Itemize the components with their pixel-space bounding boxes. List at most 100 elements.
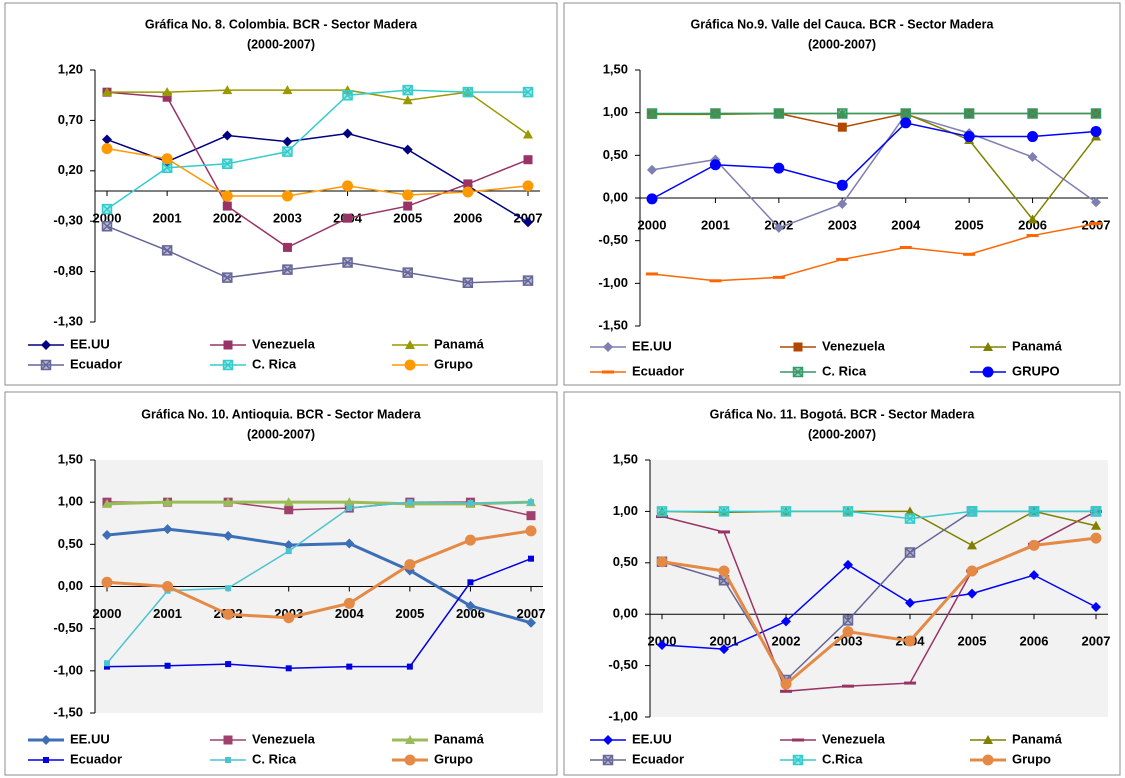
series-line: [661, 536, 1097, 687]
legend-marker: [40, 359, 52, 371]
data-point: [1027, 131, 1039, 143]
y-tick-label: -1,30: [53, 313, 83, 328]
y-tick-label: 1,50: [603, 61, 628, 76]
data-point: [1026, 234, 1039, 238]
data-point: [283, 540, 294, 551]
data-point: [1090, 108, 1102, 119]
data-point: [647, 164, 657, 175]
data-point: [646, 272, 658, 276]
legend-label: C. Rica: [822, 363, 867, 378]
data-point: [718, 530, 730, 534]
data-point: [963, 131, 975, 143]
series-line: [661, 563, 1097, 650]
data-point: [836, 257, 849, 261]
data-point: [164, 662, 171, 669]
legend-marker: [225, 757, 231, 763]
data-point: [1091, 602, 1101, 613]
data-point: [402, 95, 413, 105]
legend-label: Venezuela: [252, 336, 316, 351]
data-point: [837, 198, 848, 209]
data-point: [842, 615, 854, 626]
data-point: [525, 525, 537, 537]
data-point: [284, 505, 294, 515]
plot-area: [95, 70, 540, 322]
data-point: [462, 86, 474, 98]
y-tick-label: 0,00: [613, 606, 638, 621]
x-tick-label: 2005: [958, 634, 987, 649]
data-point: [905, 506, 915, 516]
series-line: [106, 147, 529, 197]
chart-title: Gráfica No. 11. Bogotá. BCR - Sector Mad…: [710, 407, 976, 421]
data-point: [343, 597, 355, 609]
data-point: [1090, 532, 1102, 544]
data-point: [465, 600, 476, 611]
data-point: [718, 565, 730, 577]
data-point: [104, 663, 110, 670]
data-point: [104, 660, 110, 667]
legend-marker: [404, 359, 416, 371]
data-point: [773, 162, 785, 174]
data-point: [528, 499, 534, 506]
data-point: [1027, 152, 1038, 163]
x-tick-label: 2003: [828, 217, 857, 232]
y-tick-label: 1,00: [603, 104, 628, 119]
data-point: [842, 626, 854, 638]
legend-label: EE.UU: [70, 731, 110, 746]
data-point: [223, 497, 234, 507]
data-point: [404, 559, 416, 571]
data-point: [222, 201, 232, 211]
legend-marker: [982, 366, 994, 378]
chart-panel: Gráfica No. 11. Bogotá. BCR - Sector Mad…: [563, 391, 1121, 776]
data-point: [283, 612, 295, 624]
data-point: [963, 108, 975, 119]
data-point: [467, 500, 474, 507]
chart-subtitle: (2000-2007): [808, 427, 876, 441]
legend-label: C. Rica: [252, 751, 297, 766]
legend-label: Panamá: [1012, 338, 1063, 353]
data-point: [1027, 108, 1038, 119]
data-point: [904, 547, 916, 558]
x-tick-label: 2001: [710, 634, 739, 649]
x-tick-label: 2006: [456, 606, 485, 621]
data-point: [281, 190, 293, 202]
data-point: [467, 579, 474, 586]
data-point: [344, 538, 355, 549]
data-point: [402, 267, 413, 278]
x-tick-label: 2001: [153, 606, 182, 621]
data-point: [899, 245, 912, 249]
data-point: [780, 506, 792, 517]
legend-marker: [405, 340, 415, 349]
x-tick-label: 2000: [638, 217, 667, 232]
legend-label: Ecuador: [70, 751, 122, 766]
data-point: [837, 108, 848, 119]
data-point: [161, 153, 173, 165]
data-point: [346, 663, 353, 670]
data-point: [342, 257, 353, 268]
data-point: [282, 146, 293, 157]
y-tick-label: 0,50: [603, 147, 628, 162]
legend-label: EE.UU: [632, 338, 672, 353]
data-point: [102, 87, 112, 97]
legend-label: Panamá: [434, 731, 485, 746]
data-point: [1027, 214, 1038, 224]
legend-label: C.Rica: [822, 751, 863, 766]
y-tick-label: 0,20: [58, 162, 83, 177]
legend-marker: [223, 340, 233, 350]
chart-panel: Gráfica No. 8. Colombia. BCR - Sector Ma…: [4, 2, 558, 386]
legend-marker: [983, 342, 993, 351]
legend-label: Panamá: [434, 336, 485, 351]
series-line: [651, 122, 1097, 200]
data-point: [343, 213, 353, 223]
y-tick-label: 0,50: [613, 554, 638, 569]
chart-title: Gráfica No. 8. Colombia. BCR - Sector Ma…: [145, 17, 418, 31]
data-point: [904, 635, 916, 647]
legend-marker: [792, 738, 804, 742]
data-point: [836, 179, 848, 191]
legend-marker: [222, 359, 234, 371]
data-point: [462, 186, 474, 198]
legend-marker: [404, 754, 416, 766]
data-point: [101, 203, 113, 215]
y-tick-label: -1,00: [53, 662, 83, 677]
data-point: [402, 189, 414, 201]
